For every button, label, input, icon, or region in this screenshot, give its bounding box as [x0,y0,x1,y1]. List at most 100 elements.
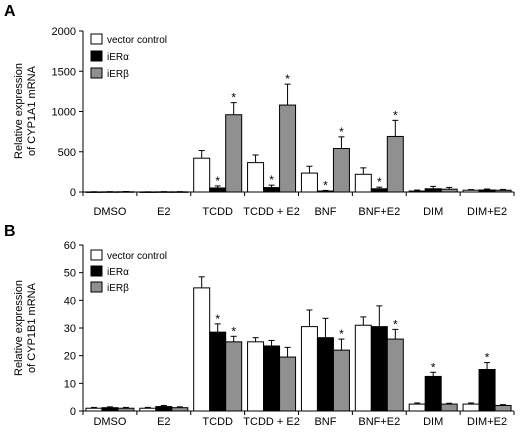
bar [279,356,297,412]
bar [117,407,135,412]
panel-a: A Relative expressionof CYP1A1 mRNA 0 500 10… [4,3,515,218]
bar [386,135,404,193]
y-tick-label: 2000 [52,26,76,38]
bar [440,403,458,412]
significance-star: * [339,125,344,139]
y-tick-label: 0 [70,406,76,418]
bar [462,403,480,412]
category-label: BNF+E2 [358,416,400,428]
category-label: TCDD [202,416,233,428]
bar [316,337,334,412]
bar [263,187,281,193]
category-label: DMSO [93,206,126,218]
category-label: BNF [314,416,336,428]
bar [225,341,243,412]
bar [332,148,350,193]
bar [85,407,103,412]
significance-star: * [269,173,274,187]
legend-label: iERβ [107,283,129,294]
y-tick-label: 10 [64,378,76,390]
category-label: BNF [314,206,336,218]
bar [494,404,512,412]
bar [494,189,512,193]
bar [263,345,281,412]
legend-swatch [90,281,103,293]
category-label: TCDD + E2 [243,416,300,428]
legend-swatch [90,67,103,79]
significance-star: * [231,324,236,338]
y-tick-label: 500 [58,147,76,159]
panel-letter: B [4,223,16,240]
y-tick-label: 0 [70,187,76,199]
category-label: DIM [423,206,443,218]
significance-star: * [393,317,398,331]
bar [478,369,496,412]
category-label: TCDD [202,206,233,218]
significance-star: * [431,360,436,374]
legend: vector control iERα iERβ [90,33,167,80]
panel-b: B Relative expressionof CYP1B1 mRNA 0 10 20 3… [4,223,515,428]
category-label: DIM+E2 [467,416,507,428]
y-tick-label: 30 [64,323,76,335]
significance-star: * [215,174,220,188]
legend-label: vector control [107,251,167,262]
category-label: E2 [157,416,170,428]
legend-label: iERβ [107,69,129,80]
significance-star: * [323,178,328,192]
legend-swatch [90,265,103,277]
bar [209,331,227,412]
bar [354,324,372,412]
significance-star: * [377,175,382,189]
bar [171,407,189,412]
bar [300,172,318,193]
bar [424,188,442,193]
category-label: BNF+E2 [358,206,400,218]
bar [370,188,388,193]
bar [332,349,350,412]
legend-swatch [90,50,103,62]
bar [101,407,119,412]
category-label: DIM+E2 [467,206,507,218]
bar [300,326,318,412]
bar [408,190,426,193]
bar [155,406,173,412]
legend-swatch [90,33,103,45]
bar [139,407,157,412]
y-tick-label: 20 [64,351,76,363]
panel-letter: A [4,3,16,20]
bar [354,173,372,193]
legend-swatch [90,249,103,261]
significance-star: * [485,351,490,365]
y-tick-label: 60 [64,240,76,252]
bar [193,287,211,412]
y-tick-label: 40 [64,295,76,307]
y-axis-label: Relative expressionof CYP1B1 mRNA [13,280,38,376]
category-label: E2 [157,206,170,218]
bar [225,114,243,193]
y-tick-label: 1500 [52,66,76,78]
legend-label: vector control [107,35,167,46]
bar [247,162,265,193]
significance-star: * [231,91,236,105]
category-label: DMSO [93,416,126,428]
y-tick-label: 50 [64,268,76,280]
bar [462,189,480,193]
legend-label: iERα [107,267,129,278]
bar [193,157,211,193]
bar [408,403,426,412]
significance-star: * [285,72,290,86]
bar [370,326,388,412]
bar [386,338,404,412]
bar [440,188,458,193]
y-tick-label: 1000 [52,107,76,119]
bar [279,104,297,193]
bar [209,187,227,193]
bar [424,375,442,412]
significance-star: * [393,108,398,122]
significance-star: * [339,327,344,341]
bar [247,341,265,412]
bar [478,189,496,193]
legend: vector control iERα iERβ [90,249,167,294]
category-label: DIM [423,416,443,428]
